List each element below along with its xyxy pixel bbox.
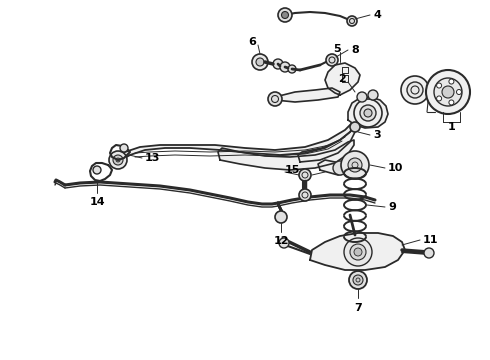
Circle shape bbox=[442, 86, 454, 98]
Circle shape bbox=[368, 90, 378, 100]
Text: 15: 15 bbox=[285, 165, 300, 175]
Polygon shape bbox=[115, 123, 355, 162]
Text: 11: 11 bbox=[423, 235, 439, 245]
Circle shape bbox=[275, 211, 287, 223]
Circle shape bbox=[449, 79, 454, 84]
Circle shape bbox=[252, 54, 268, 70]
Polygon shape bbox=[310, 233, 405, 270]
Circle shape bbox=[357, 92, 367, 102]
Circle shape bbox=[353, 275, 363, 285]
Circle shape bbox=[354, 99, 382, 127]
Circle shape bbox=[279, 238, 289, 248]
Text: 12: 12 bbox=[273, 236, 289, 246]
Circle shape bbox=[116, 158, 120, 162]
Polygon shape bbox=[325, 63, 360, 95]
Text: 10: 10 bbox=[388, 163, 403, 173]
Circle shape bbox=[299, 169, 311, 181]
Circle shape bbox=[256, 58, 264, 66]
Text: 7: 7 bbox=[354, 303, 362, 313]
Polygon shape bbox=[275, 88, 340, 102]
Text: 13: 13 bbox=[145, 153, 160, 163]
Polygon shape bbox=[218, 140, 354, 170]
Circle shape bbox=[278, 8, 292, 22]
Circle shape bbox=[273, 59, 283, 69]
Circle shape bbox=[120, 144, 128, 152]
Text: 2: 2 bbox=[338, 74, 346, 84]
Text: 1: 1 bbox=[448, 122, 456, 132]
Circle shape bbox=[401, 76, 429, 104]
Circle shape bbox=[424, 248, 434, 258]
Circle shape bbox=[268, 92, 282, 106]
Circle shape bbox=[326, 54, 338, 66]
Circle shape bbox=[350, 244, 366, 260]
Circle shape bbox=[360, 105, 376, 121]
Polygon shape bbox=[348, 97, 388, 128]
Circle shape bbox=[280, 62, 290, 72]
Text: 6: 6 bbox=[248, 37, 256, 47]
Circle shape bbox=[426, 70, 470, 114]
Circle shape bbox=[407, 82, 423, 98]
Polygon shape bbox=[318, 160, 360, 175]
Text: 3: 3 bbox=[373, 130, 381, 140]
Circle shape bbox=[109, 151, 127, 169]
Circle shape bbox=[349, 271, 367, 289]
Circle shape bbox=[354, 248, 362, 256]
Circle shape bbox=[434, 78, 462, 106]
Circle shape bbox=[348, 158, 362, 172]
Circle shape bbox=[281, 12, 289, 18]
Text: 8: 8 bbox=[351, 45, 359, 55]
Text: 9: 9 bbox=[388, 202, 396, 212]
Text: 5: 5 bbox=[333, 44, 341, 54]
Circle shape bbox=[299, 189, 311, 201]
Circle shape bbox=[341, 151, 369, 179]
Text: 14: 14 bbox=[89, 197, 105, 207]
Polygon shape bbox=[298, 126, 355, 162]
Circle shape bbox=[350, 122, 360, 132]
Circle shape bbox=[347, 16, 357, 26]
Circle shape bbox=[288, 65, 296, 73]
Circle shape bbox=[437, 83, 441, 88]
Circle shape bbox=[333, 161, 347, 175]
Circle shape bbox=[449, 100, 454, 105]
Circle shape bbox=[364, 109, 372, 117]
Circle shape bbox=[344, 238, 372, 266]
Circle shape bbox=[93, 166, 101, 174]
Circle shape bbox=[437, 96, 441, 101]
Circle shape bbox=[457, 90, 462, 95]
Circle shape bbox=[113, 155, 123, 165]
Text: 4: 4 bbox=[373, 10, 381, 20]
